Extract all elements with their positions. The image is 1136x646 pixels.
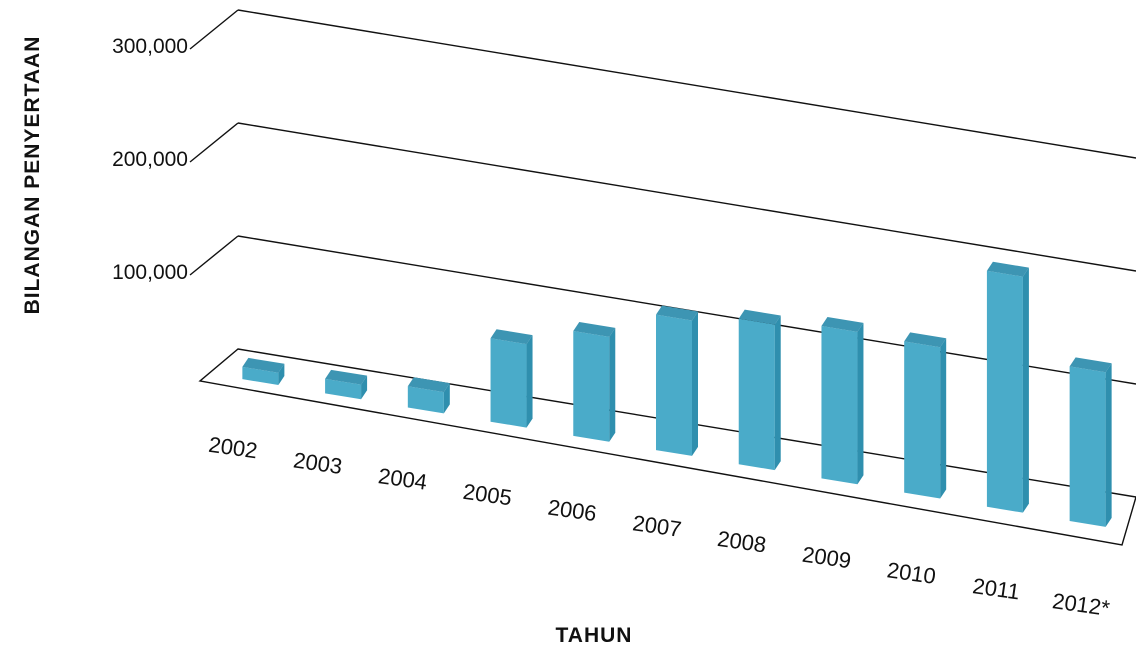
bar-front: [242, 366, 279, 386]
bar-2010: [904, 332, 947, 499]
bar-2012*: [1069, 357, 1112, 527]
bar-front: [656, 314, 692, 456]
bar-top: [904, 332, 947, 348]
y-tick-label: 100,000: [112, 261, 188, 284]
gridline: [237, 9, 1136, 159]
x-tick-label: 2003: [292, 447, 344, 479]
bar-top: [407, 377, 450, 393]
bar-2011: [986, 261, 1029, 513]
bar-front: [986, 270, 1023, 513]
bar-front: [821, 326, 858, 485]
bar-top: [325, 369, 368, 385]
x-axis-title: TAHUN: [556, 624, 633, 646]
x-tick-label: 2009: [801, 542, 853, 574]
x-tick-label: 2007: [631, 510, 683, 542]
x-tick-label: 2004: [377, 463, 429, 495]
bar-side: [692, 311, 698, 456]
bar-front: [738, 318, 775, 471]
bar-top: [1069, 357, 1112, 373]
y-tick-labels: 100,000 200,000 300,000: [112, 35, 188, 284]
gridline-side: [189, 122, 239, 163]
x-tick-label: 2008: [716, 526, 768, 558]
bar-front: [573, 330, 610, 442]
bar-top: [242, 357, 285, 373]
bar-2009: [821, 317, 864, 485]
bar-front: [1069, 366, 1106, 527]
bar-side: [278, 363, 285, 386]
x-tick-label: 2002: [207, 432, 259, 464]
bar-top: [986, 261, 1029, 277]
bar-2002: [242, 357, 285, 386]
gridline-side: [189, 235, 239, 276]
bar-side: [443, 383, 450, 414]
x-tick-label: 2012*: [1051, 588, 1112, 621]
bar-front: [325, 378, 362, 400]
bar-2003: [325, 369, 368, 400]
x-tick-label: 2005: [461, 479, 513, 511]
bar-2005: [490, 329, 533, 428]
bar-front: [904, 341, 941, 499]
x-tick-label: 2011: [971, 573, 1021, 604]
bar-front: [490, 338, 527, 428]
bar-2007: [656, 305, 698, 456]
bar-side: [609, 327, 616, 442]
y-tick-label: 200,000: [112, 148, 188, 171]
bar-2004: [407, 377, 450, 414]
bar-side: [361, 375, 368, 400]
bar-top: [738, 309, 781, 325]
bar-side: [774, 315, 781, 471]
bar-side: [940, 338, 947, 499]
x-tick-label: 2006: [546, 495, 598, 527]
bar-side: [857, 322, 864, 485]
bars: [242, 261, 1112, 527]
bar-top: [821, 317, 864, 332]
bar-2008: [738, 309, 781, 471]
bar-top: [573, 321, 616, 337]
gridline: [237, 122, 1136, 272]
bar-top: [490, 329, 533, 345]
bar-2006: [573, 321, 616, 442]
bar-side: [1105, 363, 1112, 527]
bar-top: [656, 305, 698, 321]
gridline-side: [189, 9, 239, 50]
y-tick-label: 300,000: [112, 35, 188, 58]
bar-front: [407, 386, 444, 414]
bar-side: [526, 335, 533, 428]
y-axis-title: BILANGAN PENYERTAAN: [21, 36, 44, 315]
bar-side: [1022, 267, 1029, 513]
x-tick-label: 2010: [885, 557, 937, 589]
